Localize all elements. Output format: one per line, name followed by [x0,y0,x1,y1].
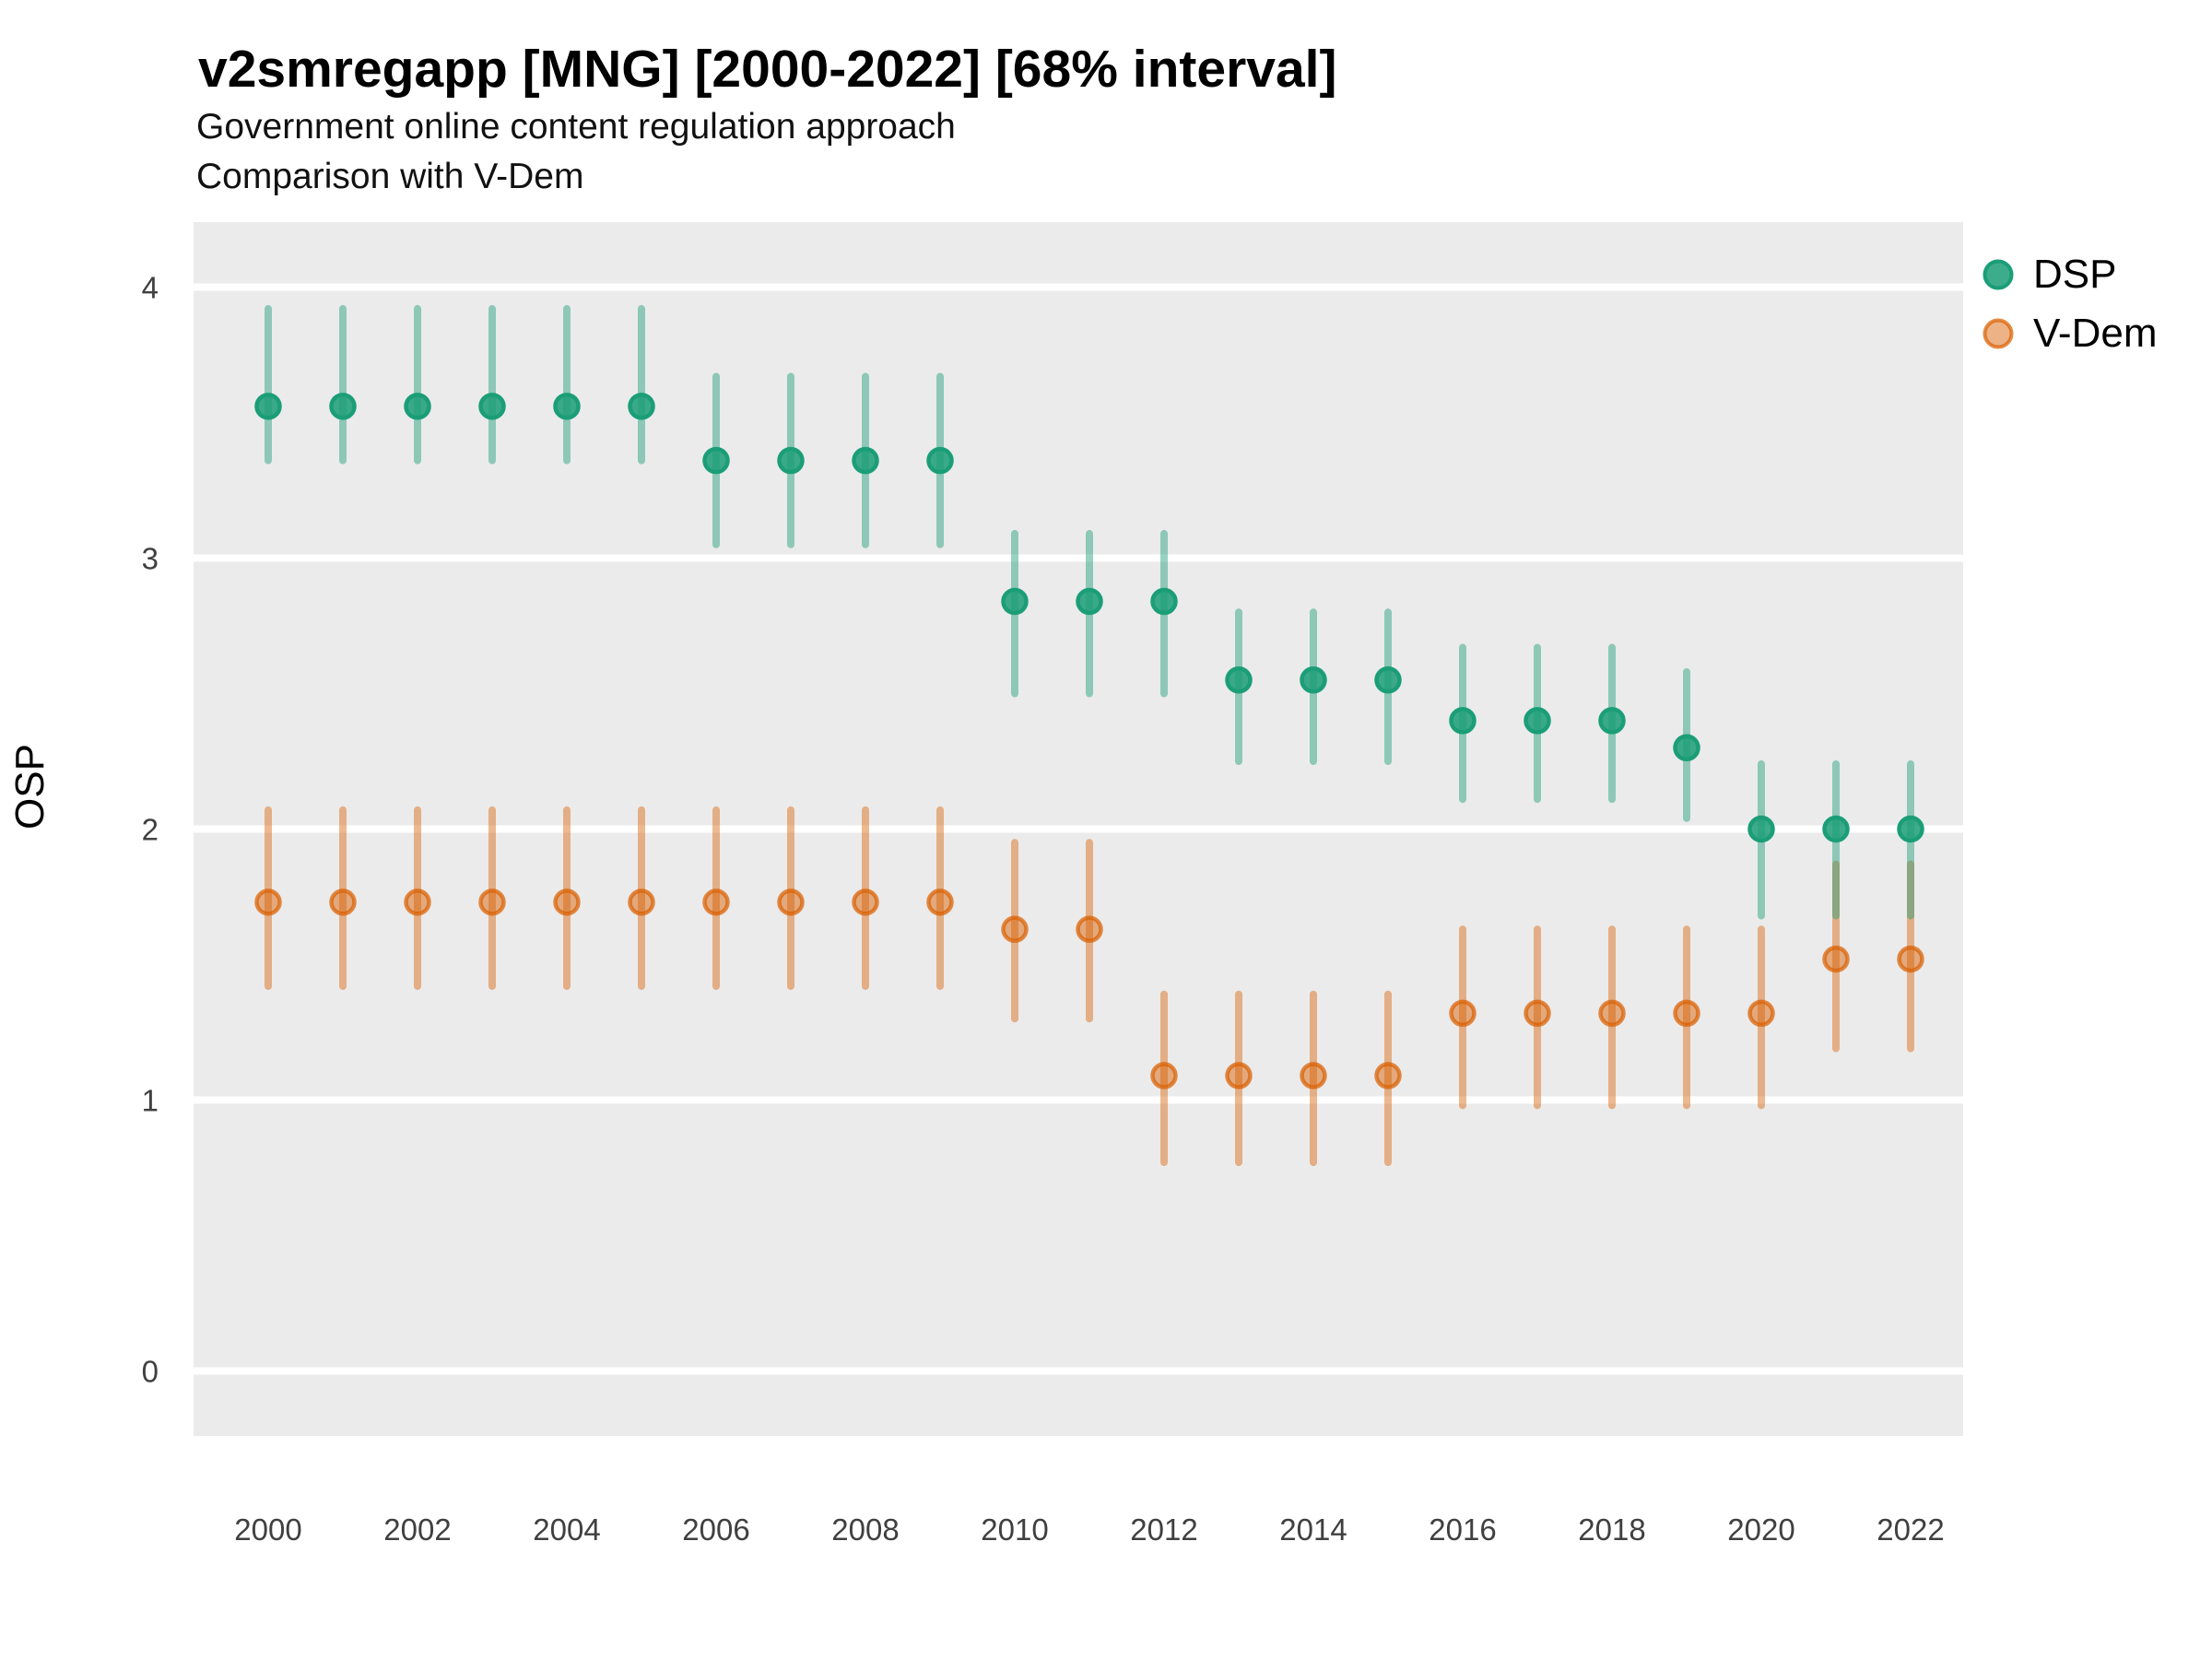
chart-subtitle-1: Government online content regulation app… [196,107,956,147]
dsp-point-2003 [478,393,506,420]
x-tick-2006: 2006 [682,1512,749,1547]
x-tick-2000: 2000 [234,1512,301,1547]
dsp-point-2013 [1225,666,1253,694]
dsp-point-2016 [1449,707,1477,735]
y-tick-0: 0 [142,1355,159,1389]
v-dem-point-2003 [478,888,506,916]
v-dem-point-2006 [702,888,730,916]
dsp-point-2002 [404,393,431,420]
v-dem-point-2013 [1225,1062,1253,1089]
dsp-point-2012 [1150,587,1178,616]
dsp-point-2009 [926,446,954,475]
x-tick-2020: 2020 [1727,1512,1794,1547]
v-dem-point-2009 [926,888,954,916]
dsp-point-2008 [852,446,879,475]
dsp-point-2006 [702,446,730,475]
x-tick-2018: 2018 [1578,1512,1645,1547]
page-title: v2smregapp [MNG] [2000-2022] [68% interv… [198,40,1337,99]
v-dem-point-2002 [404,888,431,916]
v-dem-point-2021 [1822,945,1850,973]
v-dem-point-2015 [1374,1062,1402,1089]
dsp-point-2004 [553,393,581,420]
v-dem-point-2010 [1001,915,1029,944]
dsp-point-2014 [1300,666,1327,694]
legend-label-vdem: V-Dem [2033,311,2158,356]
dsp-point-2022 [1897,815,1924,843]
x-tick-2012: 2012 [1130,1512,1197,1547]
x-tick-2016: 2016 [1429,1512,1496,1547]
x-tick-2002: 2002 [383,1512,451,1547]
legend-item-dsp: DSP [1978,245,2157,304]
dsp-point-2007 [777,446,805,475]
v-dem-point-2005 [628,888,655,916]
y-axis-title: OSP [7,744,53,830]
dsp-point-2011 [1076,587,1103,616]
dsp-point-2020 [1747,815,1775,843]
dsp-point-2001 [329,393,357,420]
dsp-point-2019 [1673,734,1700,762]
v-dem-point-2018 [1598,999,1626,1028]
dsp-point-2000 [254,393,282,420]
v-dem-point-2007 [777,888,805,916]
dsp-point-2018 [1598,707,1626,735]
y-tick-1: 1 [142,1084,159,1118]
dsp-point-2015 [1374,666,1402,694]
dsp-point-2010 [1001,587,1029,616]
legend-marker-vdem-icon [1983,318,2014,349]
dsp-point-2021 [1822,815,1850,843]
v-dem-point-2022 [1897,945,1924,973]
x-tick-2004: 2004 [533,1512,600,1547]
x-tick-2022: 2022 [1877,1512,1944,1547]
v-dem-point-2019 [1673,999,1700,1028]
legend-marker-dsp-icon [1983,259,2014,290]
v-dem-point-2000 [254,888,282,916]
v-dem-point-2014 [1300,1062,1327,1089]
y-tick-3: 3 [142,542,159,576]
v-dem-point-2012 [1150,1062,1178,1089]
x-tick-2014: 2014 [1279,1512,1347,1547]
v-dem-point-2008 [852,888,879,916]
chart-subtitle-2: Comparison with V-Dem [196,157,584,196]
dsp-point-2005 [628,393,655,420]
v-dem-point-2017 [1524,999,1551,1028]
legend-item-vdem: V-Dem [1978,304,2157,363]
dsp-point-2017 [1524,707,1551,735]
y-tick-4: 4 [142,271,159,305]
x-tick-2010: 2010 [981,1512,1048,1547]
x-tick-2008: 2008 [831,1512,899,1547]
legend-label-dsp: DSP [2033,252,2117,297]
legend: DSP V-Dem [1978,245,2157,363]
v-dem-point-2016 [1449,999,1477,1028]
v-dem-point-2011 [1076,915,1103,944]
v-dem-point-2004 [553,888,581,916]
y-tick-2: 2 [142,813,159,847]
v-dem-point-2020 [1747,999,1775,1028]
v-dem-point-2001 [329,888,357,916]
